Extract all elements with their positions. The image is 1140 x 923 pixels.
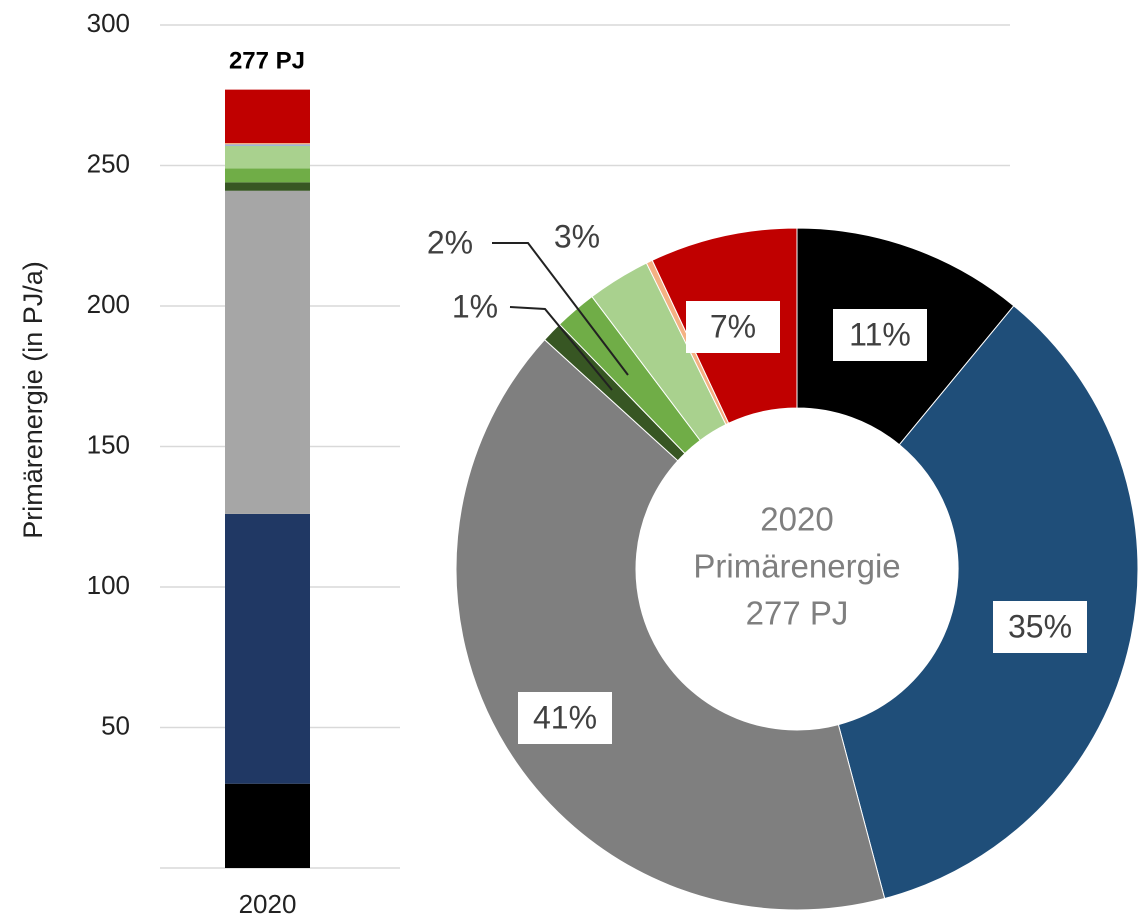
leader-line	[509, 306, 613, 391]
bar-segment	[225, 145, 310, 169]
y-tick-label: 50	[101, 710, 130, 740]
bar-segment	[225, 143, 310, 145]
y-axis-label: Primärenergie (in PJ/a)	[18, 261, 48, 539]
y-tick-label: 250	[87, 148, 130, 178]
value-label: 2%	[427, 224, 473, 260]
bar-segment	[225, 513, 310, 784]
bar-segment	[225, 168, 310, 183]
label-box	[993, 601, 1087, 653]
center-text: Primärenergie	[693, 548, 900, 585]
label-box	[833, 309, 927, 361]
donut-slice	[455, 338, 886, 911]
center-text: 277 PJ	[746, 595, 849, 632]
y-tick-label: 100	[87, 570, 130, 600]
value-label: 7%	[710, 308, 756, 344]
marks	[225, 89, 1139, 911]
value-label: 11%	[849, 316, 911, 352]
x-tick-label: 2020	[239, 889, 297, 919]
bar-segment	[225, 89, 310, 144]
center-text: 2020	[760, 501, 833, 538]
leader-line	[492, 242, 629, 376]
value-label: 1%	[452, 288, 498, 324]
y-tick-label: 150	[87, 429, 130, 459]
value-label: 3%	[554, 218, 600, 254]
value-label: 35%	[1008, 608, 1072, 644]
y-tick-label: 300	[87, 8, 130, 38]
bar-segment	[225, 783, 310, 868]
value-label: 41%	[533, 699, 597, 735]
label-box	[518, 692, 612, 744]
bar-segment	[225, 144, 310, 146]
total-label: 277 PJ	[229, 47, 305, 74]
donut-slice	[837, 305, 1139, 900]
bar-segment	[225, 190, 310, 514]
y-tick-label: 200	[87, 289, 130, 319]
label-box	[686, 301, 780, 353]
bar-segment	[225, 182, 310, 191]
